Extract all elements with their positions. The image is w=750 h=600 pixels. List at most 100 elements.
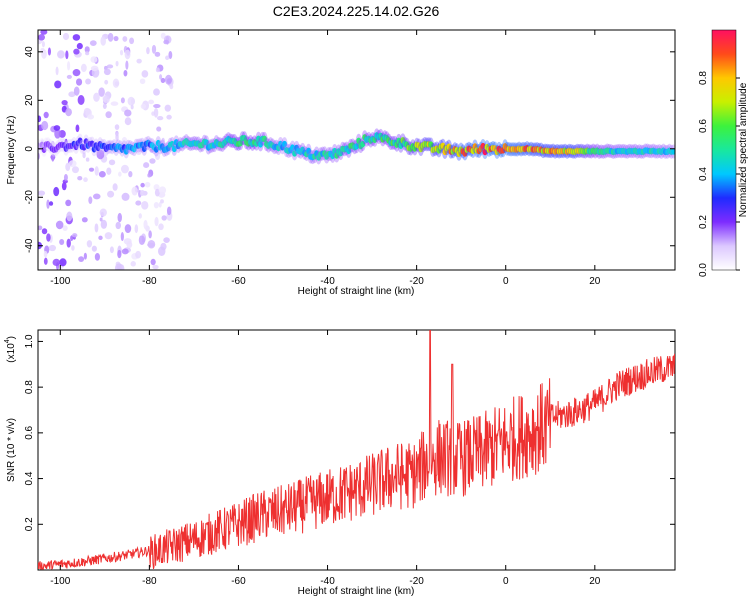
heatmap-cell: [147, 239, 156, 249]
heatmap-cell: [122, 36, 128, 42]
heatmap-cell: [124, 117, 132, 126]
x-tick-label: 0: [503, 276, 509, 287]
x-tick-label: -100: [50, 576, 70, 587]
snr-y-multiplier-exp: 4: [4, 339, 11, 343]
heatmap-cell: [84, 46, 90, 53]
heatmap-cell: [91, 245, 97, 252]
heatmap-cell: [87, 114, 95, 120]
heatmap-cell: [136, 58, 142, 64]
spectrogram-panel: -100 -80 -60 -40 -20 0 20 -40 -20 0 20 40 Height of…: [6, 29, 676, 297]
heatmap-cell: [146, 47, 150, 55]
heatmap-cell: [118, 171, 122, 177]
heatmap-cell: [141, 201, 149, 210]
heatmap-cell: [99, 217, 103, 222]
heatmap-cell: [54, 80, 62, 89]
heatmap-cell: [127, 96, 135, 106]
heatmap-cell: [104, 232, 113, 240]
heatmap-cell: [139, 189, 145, 197]
heatmap-cell: [161, 137, 165, 145]
spectrogram-y-axis-label: Frequency (Hz): [6, 116, 17, 185]
heatmap-cell: [83, 177, 88, 183]
heatmap-cell: [160, 77, 166, 84]
heatmap-cell: [88, 196, 93, 204]
heatmap-cell: [428, 141, 434, 148]
heatmap-cell: [46, 199, 50, 209]
heatmap-cell: [76, 42, 83, 50]
heatmap-cell: [114, 124, 120, 130]
spectrogram-ticks: -100 -80 -60 -40 -20 0 20 -40 -20 0 20 40: [24, 30, 675, 287]
heatmap-cell: [124, 49, 131, 60]
heatmap-cell: [71, 245, 75, 251]
heatmap-cell: [103, 68, 111, 76]
heatmap-cell: [65, 50, 69, 60]
heatmap-cell: [143, 162, 150, 169]
heatmap-cell: [75, 124, 80, 133]
colorbar-tick-label: 0.4: [698, 167, 709, 181]
heatmap-cell: [282, 140, 287, 148]
heatmap-cell: [117, 212, 122, 223]
x-tick-label: 20: [589, 576, 601, 587]
heatmap-cell: [120, 264, 125, 270]
heatmap-cell: [152, 264, 159, 270]
heatmap-cell: [85, 51, 90, 56]
heatmap-cell: [139, 235, 143, 244]
heatmap-cell: [48, 201, 54, 206]
heatmap-cell: [66, 238, 71, 248]
heatmap-cell: [98, 171, 106, 178]
y-tick-label: 0.8: [24, 380, 35, 394]
heatmap-cell: [131, 186, 138, 196]
heatmap-cell: [160, 199, 164, 204]
heatmap-cell: [43, 250, 48, 258]
y-tick-label: -40: [24, 238, 35, 253]
heatmap-cell: [482, 148, 488, 156]
heatmap-cell: [120, 231, 124, 242]
heatmap-cell: [480, 142, 486, 150]
heatmap-cell: [86, 240, 93, 248]
heatmap-cell: [41, 146, 47, 153]
colorbar: 0.0 0.2 0.4 0.6 0.8 Normalized spectral ampl…: [698, 29, 749, 277]
colorbar-tick-label: 0.0: [698, 263, 709, 277]
heatmap-cell: [66, 61, 71, 71]
heatmap-cell: [157, 246, 166, 257]
heatmap-cell: [115, 221, 121, 230]
heatmap-cell: [107, 32, 114, 42]
heatmap-cell: [55, 66, 59, 76]
x-tick-label: -80: [142, 276, 157, 287]
heatmap-cell: [38, 190, 46, 196]
heatmap-cell: [446, 143, 452, 150]
heatmap-cell: [158, 201, 162, 208]
heatmap-cell: [169, 84, 174, 90]
heatmap-cell: [48, 244, 57, 252]
heatmap-cell: [166, 206, 172, 216]
x-tick-label: -80: [142, 576, 157, 587]
snr-plot-area: [37, 329, 676, 571]
heatmap-cell: [144, 181, 151, 188]
heatmap-cell: [77, 175, 83, 181]
heatmap-cell: [166, 114, 172, 120]
heatmap-cell: [43, 111, 49, 119]
heatmap-cell: [66, 74, 72, 79]
heatmap-cell: [346, 147, 352, 155]
x-tick-label: -20: [409, 276, 424, 287]
heatmap-cell: [135, 250, 142, 259]
heatmap-cell: [68, 91, 76, 98]
heatmap-cell: [96, 149, 105, 160]
heatmap-cell: [153, 103, 161, 109]
heatmap-cell: [85, 157, 90, 162]
x-tick-label: -20: [409, 576, 424, 587]
snr-ticks: -100 -80 -60 -40 -20 0 20 0.2 0.4 0.6 0.8 1.0: [24, 330, 675, 587]
heatmap-cell: [153, 201, 159, 209]
heatmap-cell: [163, 237, 170, 244]
heatmap-cell: [120, 97, 125, 104]
heatmap-cell: [62, 225, 68, 232]
heatmap-cell: [136, 150, 142, 155]
heatmap-cell: [354, 143, 360, 150]
heatmap-cell: [155, 67, 160, 73]
colorbar-label: Normalized spectral amplitude: [738, 82, 749, 217]
heatmap-cell: [238, 139, 243, 147]
colorbar-tick-label: 0.8: [698, 71, 709, 85]
heatmap-cell: [120, 164, 129, 174]
x-tick-label: 20: [589, 276, 601, 287]
heatmap-cell: [105, 111, 112, 119]
